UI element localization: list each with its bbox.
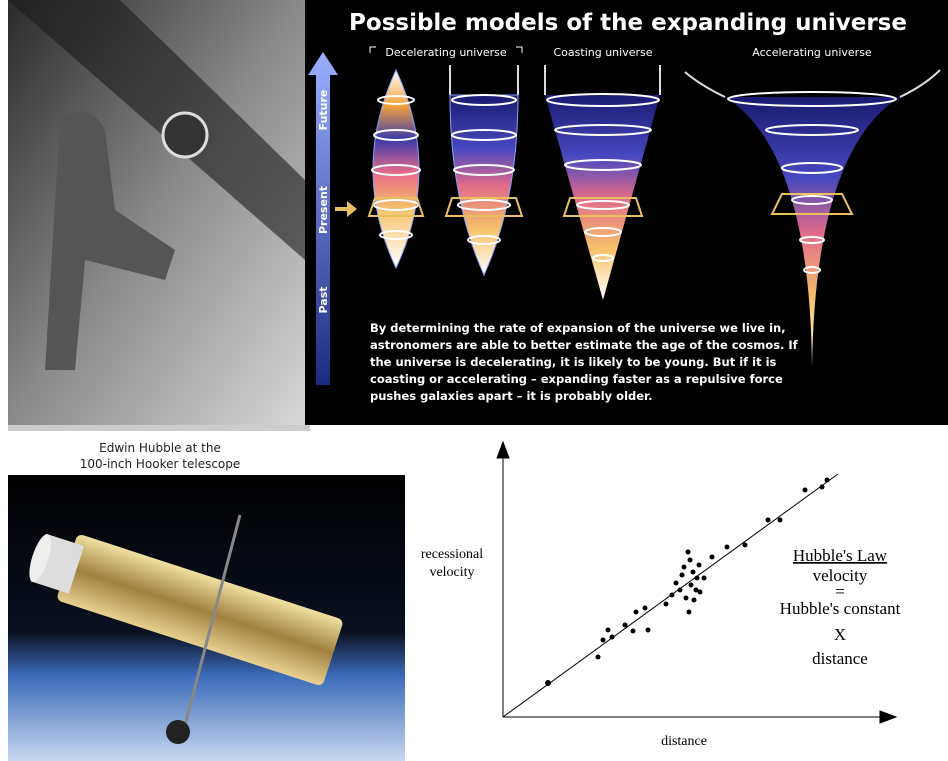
hubble-law: Hubble's Law velocity = Hubble's constan… <box>780 546 901 668</box>
law-line: Hubble's constant <box>780 599 901 618</box>
time-arrow <box>308 52 338 385</box>
present-marker <box>335 201 357 217</box>
x-axis-label: distance <box>661 734 707 749</box>
law-line: Hubble's Law <box>793 546 888 565</box>
photo-caption: 100-inch Hooker telescope <box>80 457 241 471</box>
paragraph-line: the universe is decelerating, it is like… <box>370 355 777 369</box>
law-line: distance <box>812 649 868 668</box>
paragraph-line: astronomers are able to better estimate … <box>370 338 799 352</box>
model-label: Coasting universe <box>554 46 653 59</box>
law-line: = <box>835 582 845 601</box>
model-arrow <box>544 65 661 95</box>
telescope <box>29 533 343 685</box>
antenna <box>183 514 242 726</box>
paragraph-line: coasting or accelerating – expanding fas… <box>370 372 783 386</box>
model-label: Decelerating universe <box>385 46 506 59</box>
law-line: velocity <box>813 566 868 585</box>
galaxy-rings <box>371 91 897 274</box>
time-label: Future <box>317 90 330 131</box>
accelerating <box>725 97 900 368</box>
present-band <box>367 193 854 217</box>
y-axis-label: recessional <box>421 547 483 562</box>
time-label: Present <box>317 186 330 234</box>
plot-points <box>545 477 830 686</box>
photo-caption: Edwin Hubble at the <box>99 441 221 455</box>
paragraph-line: By determining the rate of expansion of … <box>370 321 786 335</box>
y-axis-label: velocity <box>429 565 474 580</box>
model-label: Accelerating universe <box>752 46 872 59</box>
law-line: X <box>834 625 846 644</box>
photo-eyepiece <box>161 111 209 159</box>
model-arrow <box>449 65 519 95</box>
models-paragraph: By determining the rate of expansion of … <box>370 321 799 403</box>
model-arrow <box>684 69 941 98</box>
paragraph-line: pushes galaxies apart – it is probably o… <box>370 389 652 403</box>
models-title: Possible models of the expanding univers… <box>349 10 907 36</box>
bracket <box>369 46 523 53</box>
photo-shadow <box>8 0 305 260</box>
time-label: Past <box>317 287 330 314</box>
dish <box>166 720 190 744</box>
photo-figure <box>45 112 175 370</box>
photo-border <box>8 425 310 431</box>
